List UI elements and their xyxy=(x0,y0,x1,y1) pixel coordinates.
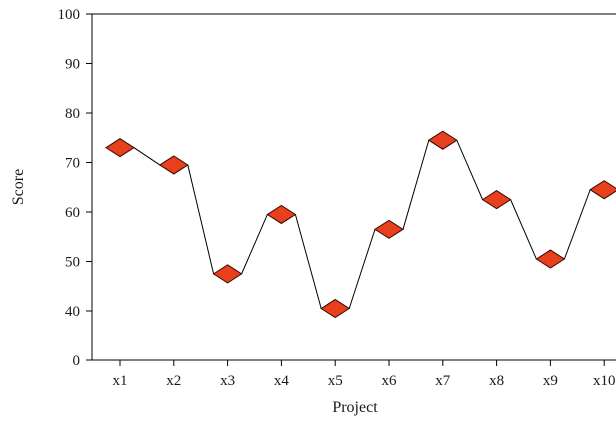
y-tick-label: 80 xyxy=(65,106,80,122)
data-point-marker xyxy=(212,264,243,284)
y-tick-label: 70 xyxy=(65,156,80,172)
data-point-marker xyxy=(266,204,297,225)
x-tick-label: x4 xyxy=(274,373,290,389)
data-point-marker xyxy=(320,298,351,319)
x-tick-label: x7 xyxy=(435,373,451,389)
x-tick-label: x8 xyxy=(489,373,504,389)
x-tick-label: x5 xyxy=(328,373,343,389)
y-tick-label: 60 xyxy=(65,205,80,221)
x-tick-label: x9 xyxy=(543,373,558,389)
data-point-marker xyxy=(481,190,512,210)
series-line xyxy=(106,139,616,310)
axes xyxy=(91,13,616,361)
y-ticks: 0 40 50 60 70 80 90 100 xyxy=(58,7,92,369)
data-point-marker xyxy=(589,180,616,200)
series xyxy=(105,130,616,319)
x-tick-label: x10 xyxy=(593,373,616,389)
x-tick-label: x3 xyxy=(220,373,235,389)
y-tick-label: 0 xyxy=(73,353,81,369)
x-ticks: x1 x2 x3 x4 x5 x6 x7 x8 x9 x10 xyxy=(113,360,616,389)
data-point-marker xyxy=(427,130,458,150)
data-point-marker xyxy=(374,219,404,239)
x-tick-label: x6 xyxy=(382,373,398,389)
x-axis-title: Project xyxy=(332,399,378,416)
x-tick-label: x2 xyxy=(166,373,181,389)
y-tick-label: 40 xyxy=(65,304,80,320)
x-tick-label: x1 xyxy=(113,373,128,389)
data-point-marker xyxy=(105,138,135,158)
data-point-marker xyxy=(158,155,189,175)
y-tick-label: 90 xyxy=(65,57,80,73)
y-axis-title: Score xyxy=(10,169,27,205)
y-tick-label: 50 xyxy=(65,255,80,271)
y-tick-label: 100 xyxy=(58,7,81,23)
data-point-marker xyxy=(535,249,566,269)
